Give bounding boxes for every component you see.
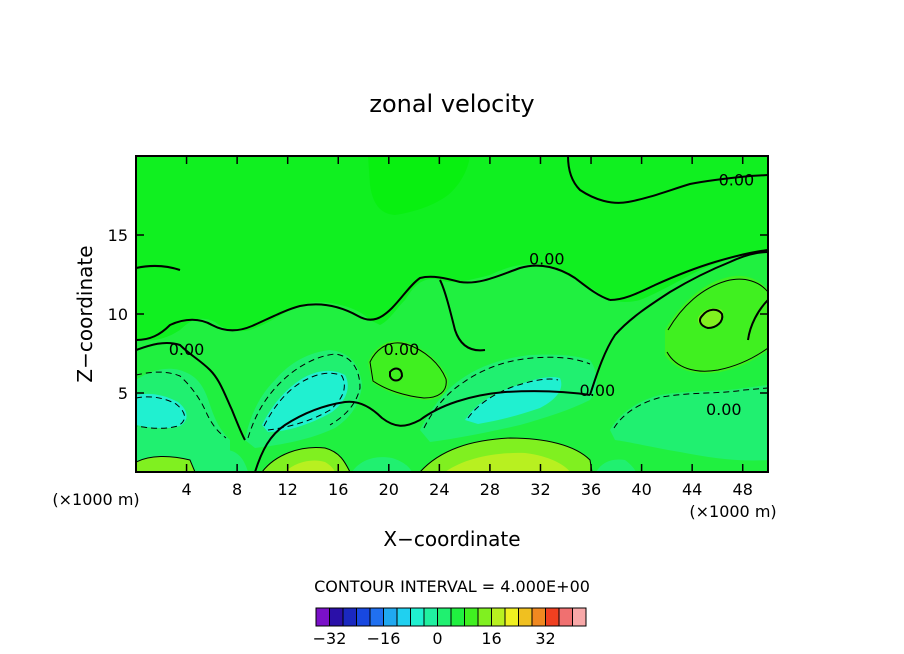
far-right-negative bbox=[610, 385, 768, 461]
x-tick-label: 32 bbox=[530, 480, 550, 499]
contour-label: 0.00 bbox=[580, 381, 616, 400]
colorbar-tick-label: 16 bbox=[481, 629, 501, 648]
bottom-negative-b bbox=[352, 457, 412, 472]
x-tick-label: 48 bbox=[733, 480, 753, 499]
bottom-negative-a bbox=[200, 450, 248, 472]
colorbar-cell bbox=[504, 607, 519, 627]
colorbar-cell bbox=[410, 607, 425, 627]
contour-label: 0.00 bbox=[719, 171, 755, 190]
x-axis: 4 8 12 16 20 24 28 32 36 40 44 48 bbox=[181, 156, 753, 499]
x-tick-label: 36 bbox=[581, 480, 601, 499]
contour-label: 0.00 bbox=[529, 250, 565, 269]
colorbar-cell bbox=[545, 607, 560, 627]
y-tick-label: 10 bbox=[108, 305, 128, 324]
x-tick-label: 4 bbox=[181, 480, 191, 499]
zero-contours bbox=[136, 156, 768, 472]
contour-label: 0.00 bbox=[384, 340, 420, 359]
colorbar-tick-labels: −32 −16 0 16 32 bbox=[313, 629, 556, 648]
colorbar-cell bbox=[396, 607, 411, 627]
colorbar-tick-label: 0 bbox=[432, 629, 442, 648]
contour-label: 0.00 bbox=[706, 400, 742, 419]
chart-title: zonal velocity bbox=[369, 90, 534, 118]
bottom-positive-3-core bbox=[445, 452, 570, 472]
x-tick-label: 8 bbox=[232, 480, 242, 499]
bottom-negative-c bbox=[596, 459, 636, 472]
x-tick-label: 12 bbox=[278, 480, 298, 499]
x-tick-label: 16 bbox=[328, 480, 348, 499]
x-tick-label: 40 bbox=[631, 480, 651, 499]
y-tick-label: 15 bbox=[108, 226, 128, 245]
colorbar-cell bbox=[491, 607, 506, 627]
contour-interval-text: CONTOUR INTERVAL = 4.000E+00 bbox=[314, 577, 590, 596]
colorbar-cell bbox=[369, 607, 384, 627]
colorbar-cell bbox=[437, 607, 452, 627]
colorbar-cell bbox=[558, 607, 573, 627]
x-axis-label: X−coordinate bbox=[383, 527, 520, 551]
colorbar bbox=[315, 607, 587, 627]
upper-bright-blob bbox=[368, 156, 470, 215]
contour-label: 0.00 bbox=[169, 340, 205, 359]
contour-field bbox=[136, 156, 768, 472]
x-tick-label: 24 bbox=[429, 480, 449, 499]
colorbar-cell bbox=[383, 607, 398, 627]
x-tick-label: 20 bbox=[379, 480, 399, 499]
bottom-positive-1 bbox=[136, 456, 195, 472]
mid-left-negative-2 bbox=[136, 393, 187, 429]
center-negative-2 bbox=[262, 370, 348, 432]
right-center-negative-2 bbox=[465, 377, 562, 424]
colorbar-tick-label: 32 bbox=[535, 629, 555, 648]
colorbar-cell bbox=[518, 607, 533, 627]
colorbar-cell bbox=[342, 607, 357, 627]
colorbar-cell bbox=[477, 607, 492, 627]
positive-contours bbox=[136, 278, 768, 472]
contour-label-group: 0.00 0.00 0.00 0.00 0.00 0.00 bbox=[169, 171, 754, 419]
colorbar-cell bbox=[329, 607, 344, 627]
y-axis-label: Z−coordinate bbox=[73, 245, 97, 382]
y-axis: 5 10 15 bbox=[108, 226, 768, 403]
colorbar-cell bbox=[315, 607, 330, 627]
x-tick-label: 28 bbox=[480, 480, 500, 499]
colorbar-tick-label: −16 bbox=[367, 629, 401, 648]
x-unit-left: (×1000 m) bbox=[52, 490, 139, 509]
colorbar-cell bbox=[450, 607, 465, 627]
colorbar-cell bbox=[356, 607, 371, 627]
colorbar-cell bbox=[423, 607, 438, 627]
x-tick-label: 44 bbox=[682, 480, 702, 499]
bottom-positive-2-core bbox=[285, 460, 335, 472]
colorbar-tick-label: −32 bbox=[313, 629, 347, 648]
negative-contours bbox=[136, 353, 768, 439]
colorbar-cell bbox=[531, 607, 546, 627]
x-unit-right: (×1000 m) bbox=[689, 502, 776, 521]
colorbar-cell bbox=[572, 607, 587, 627]
y-tick-label: 5 bbox=[118, 384, 128, 403]
colorbar-cell bbox=[464, 607, 479, 627]
